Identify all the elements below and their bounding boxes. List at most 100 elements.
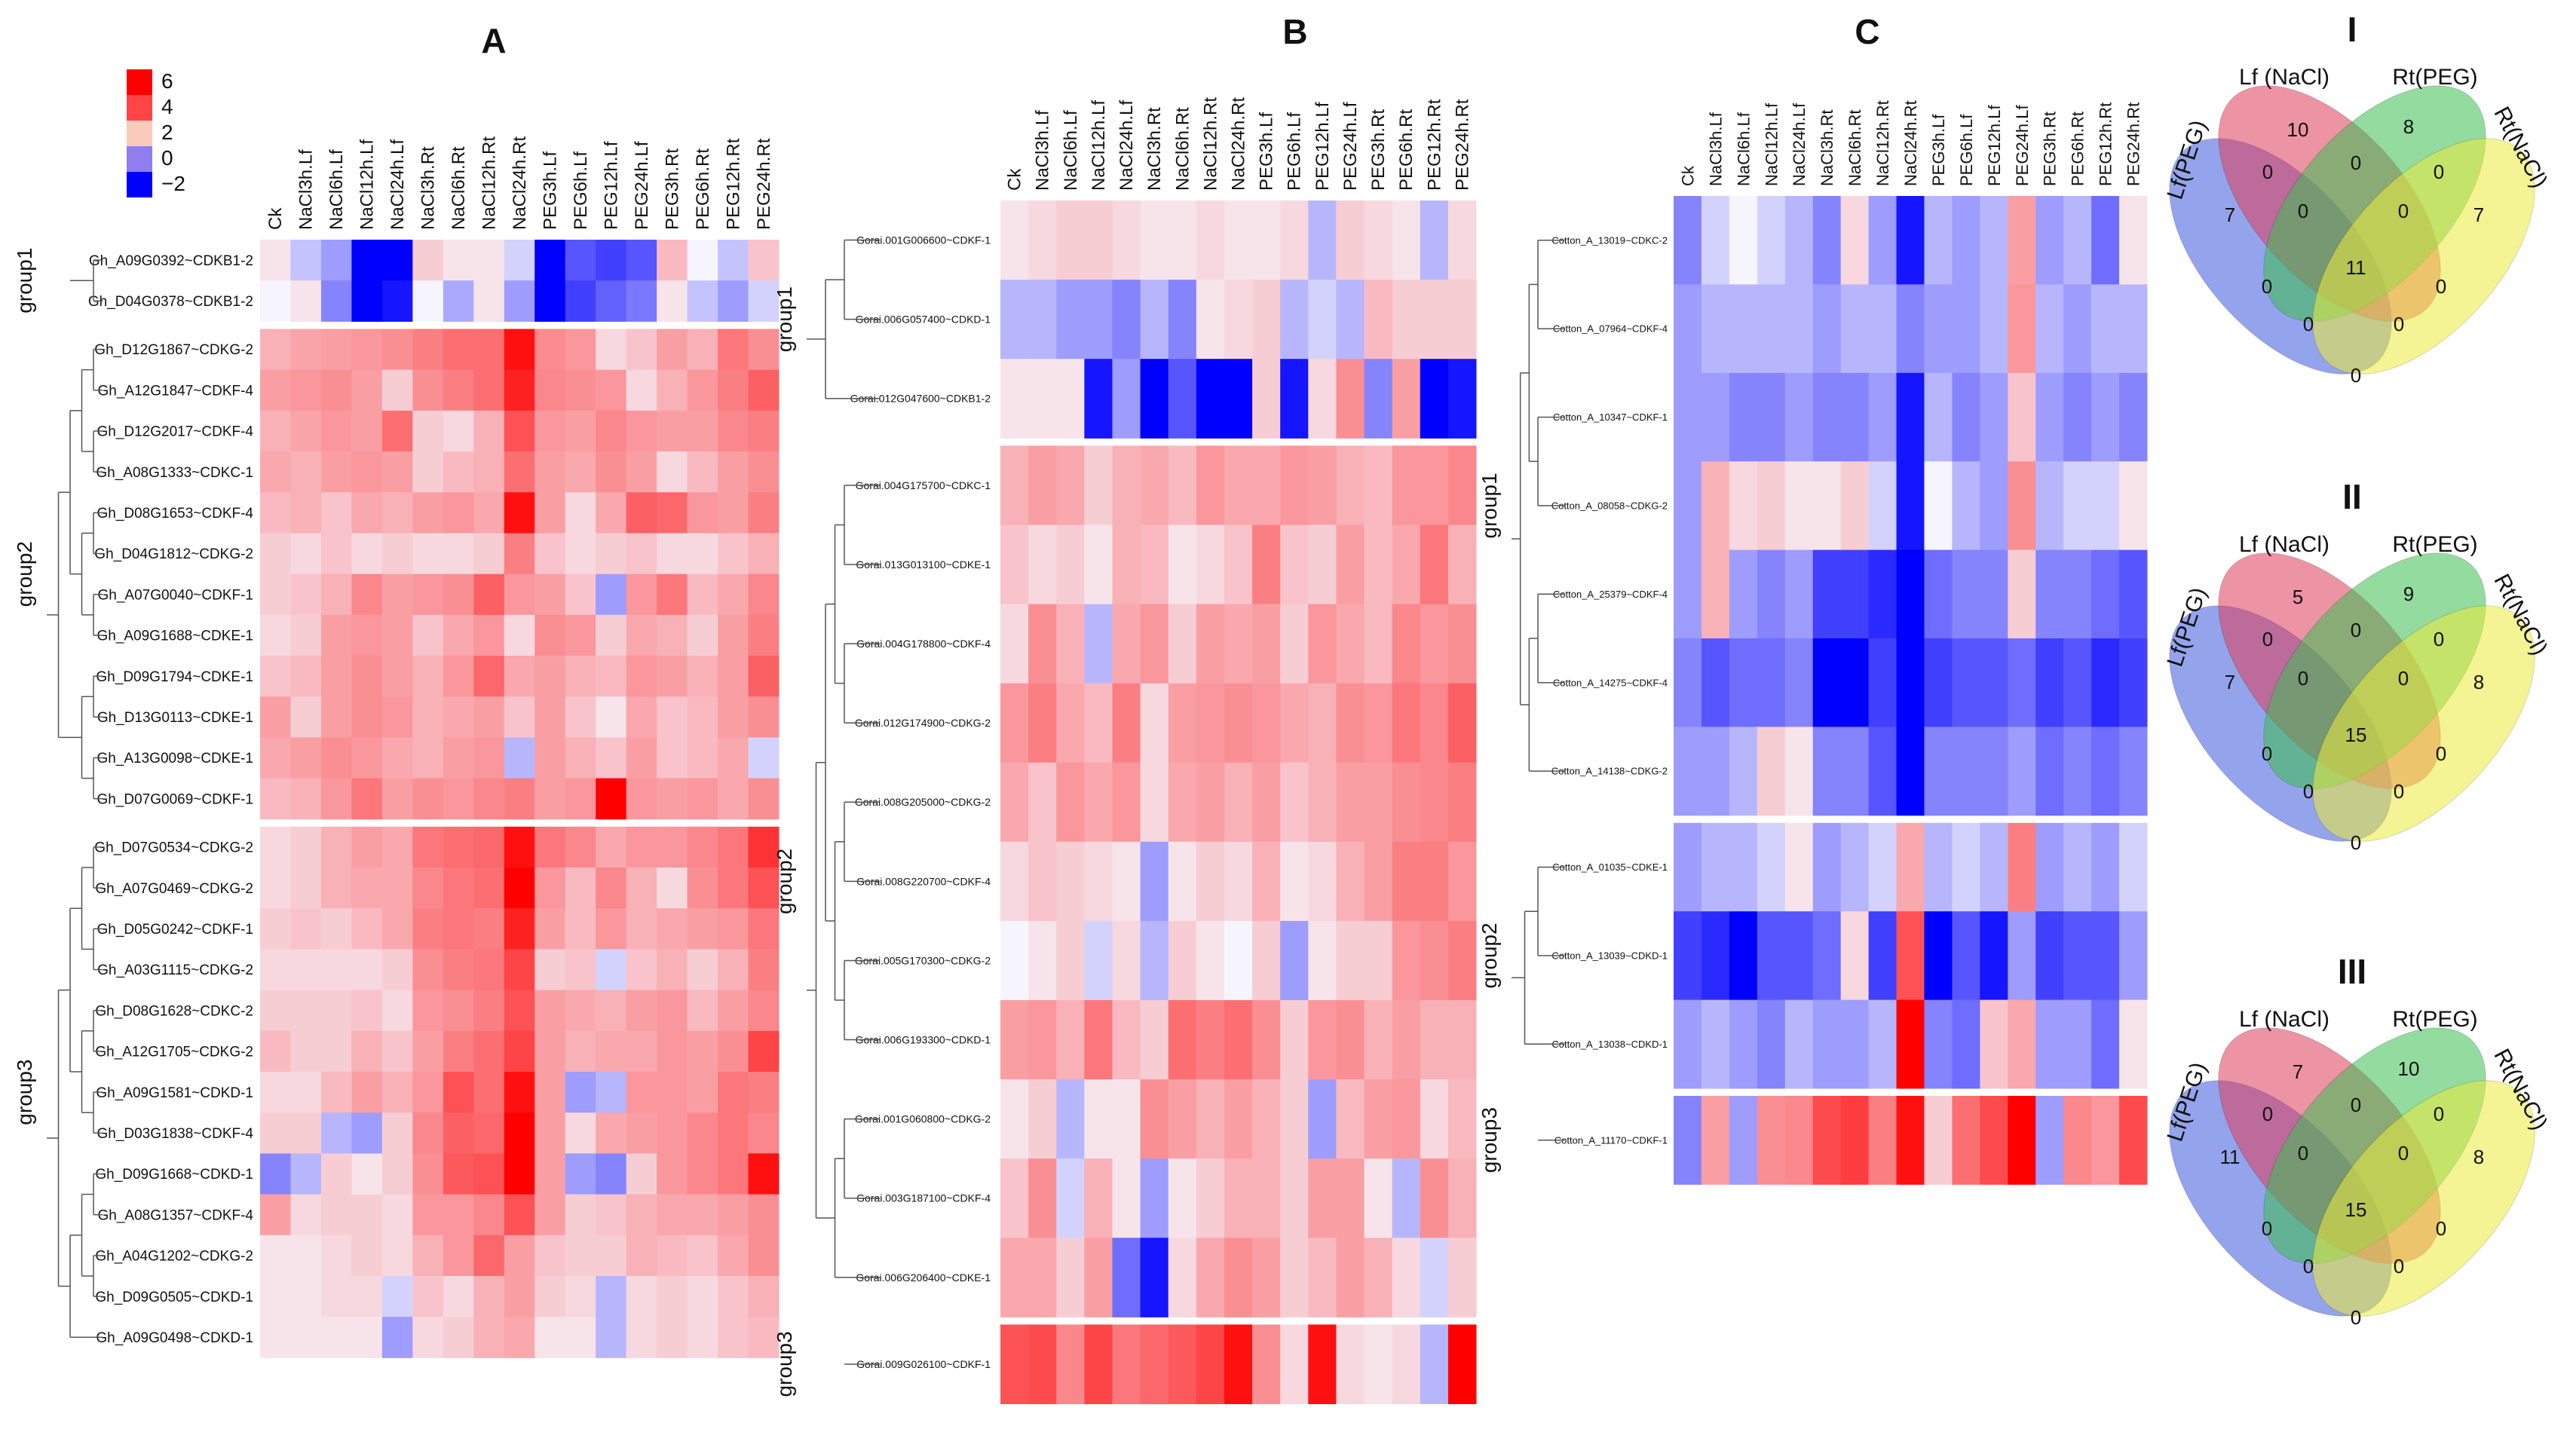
heatmap-cell [443, 656, 474, 697]
heatmap-cell [1447, 1324, 1477, 1404]
venn-count: 7 [2473, 203, 2484, 226]
heatmap-cell [565, 949, 596, 991]
heatmap-cell [320, 867, 352, 909]
heatmap-cell [1420, 762, 1449, 843]
heatmap-cell [443, 1276, 474, 1317]
heatmap-cell [534, 826, 566, 868]
heatmap-cell [1224, 1158, 1253, 1238]
row-label: Gorai.008G220700~CDKF-4 [856, 875, 991, 887]
heatmap-cell [1196, 200, 1225, 280]
heatmap-cell [290, 1194, 322, 1236]
venn-count: 11 [2220, 1146, 2241, 1168]
heatmap-cell [290, 1030, 322, 1073]
venn-count: 0 [2351, 1094, 2361, 1116]
heatmap-cell [1168, 1079, 1197, 1159]
heatmap-cell [1392, 525, 1421, 604]
heatmap-cell [1000, 1079, 1029, 1159]
heatmap-cell [412, 369, 444, 412]
heatmap-cell [381, 1317, 413, 1358]
heatmap-cell [412, 867, 444, 909]
heatmap-cell [2119, 549, 2148, 639]
heatmap-cell [351, 451, 383, 493]
heatmap-cell [718, 1153, 749, 1195]
heatmap-cell [1196, 1158, 1225, 1238]
heatmap-cell [504, 1072, 535, 1113]
heatmap-cell [320, 410, 352, 452]
heatmap-cell [260, 329, 291, 371]
heatmap-cell [657, 280, 688, 322]
row-label: Gh_A13G0098~CDKE-1 [96, 751, 253, 767]
heatmap-cell [443, 329, 474, 371]
heatmap-cell [504, 826, 535, 868]
heatmap-cell [1924, 822, 1953, 912]
heatmap-cell [1784, 727, 1814, 816]
heatmap-cell [443, 990, 474, 1032]
heatmap-cell [1674, 284, 1702, 374]
row-label: Gorai.012G047600~CDKB1-2 [850, 393, 991, 405]
heatmap-cell [1140, 604, 1169, 684]
heatmap-cell [1028, 1324, 1057, 1404]
heatmap-cell [260, 908, 291, 950]
venn-count: 0 [2351, 364, 2361, 387]
heatmap-cell [2063, 196, 2092, 285]
heatmap-cell [1924, 461, 1953, 551]
column-label: NaCl6h.Lf [1061, 110, 1081, 191]
heatmap-cell [1952, 284, 1980, 374]
heatmap-cell [1252, 920, 1281, 1001]
heatmap-cell [534, 737, 566, 779]
heatmap-cell [412, 1112, 444, 1154]
heatmap-cell [596, 696, 627, 738]
heatmap-cell [2035, 999, 2064, 1089]
heatmap-cell [657, 737, 688, 779]
heatmap-cell [1084, 280, 1113, 360]
heatmap-cell [2119, 196, 2148, 285]
heatmap-cell [1336, 762, 1365, 843]
heatmap-cell [412, 574, 444, 616]
heatmap-cell [1336, 841, 1365, 922]
heatmap-cell [1840, 999, 1870, 1089]
heatmap-cell [748, 329, 780, 371]
heatmap-cell [596, 1276, 627, 1317]
heatmap-cell [748, 778, 780, 820]
heatmap-cell [718, 369, 749, 412]
heatmap-cell [565, 737, 596, 779]
heatmap-cell [1000, 841, 1029, 922]
heatmap-cell [473, 329, 505, 371]
row-label: Cotton_A_14275~CDKF-4 [1553, 677, 1668, 688]
heatmap-cell [260, 990, 291, 1032]
heatmap-cell [534, 1030, 566, 1073]
heatmap-cell [565, 908, 596, 950]
heatmap-cell [1308, 200, 1337, 280]
heatmap-cell [504, 1112, 535, 1154]
heatmap-cell [1784, 549, 1814, 639]
heatmap-cell [504, 451, 535, 493]
heatmap-cell [534, 492, 566, 534]
heatmap-cell [596, 240, 627, 281]
legend-swatch [127, 95, 152, 121]
heatmap-cell [657, 451, 688, 493]
column-label: NaCl24h.Rt [1229, 97, 1249, 191]
heatmap-cell [1336, 604, 1365, 684]
heatmap-cell [1308, 1000, 1337, 1080]
heatmap-cell [626, 240, 657, 281]
heatmap-cell [687, 990, 718, 1032]
heatmap-cell [1784, 196, 1814, 285]
heatmap-cell [504, 240, 535, 281]
heatmap-cell [290, 492, 322, 534]
heatmap-cell [1056, 920, 1085, 1001]
heatmap-cell [1392, 1238, 1421, 1317]
heatmap-cell [381, 737, 413, 779]
heatmap-panel-c: C Ck NaCl3h.Lf NaCl6h.Lf NaCl12h.Lf NaCl24h.L… [1478, 12, 2148, 1185]
heatmap-cell [1056, 200, 1085, 280]
heatmap-cell [2008, 727, 2036, 816]
heatmap-cell [718, 1030, 749, 1073]
heatmap-cell [1447, 841, 1477, 922]
heatmap-cell [320, 280, 352, 322]
heatmap-cell [2008, 549, 2036, 639]
heatmap-cell [1196, 1079, 1225, 1159]
column-label: PEG24h.Lf [632, 141, 652, 230]
heatmap-cell [626, 867, 657, 909]
venn-count: 7 [2225, 203, 2235, 226]
heatmap-cell [381, 990, 413, 1032]
